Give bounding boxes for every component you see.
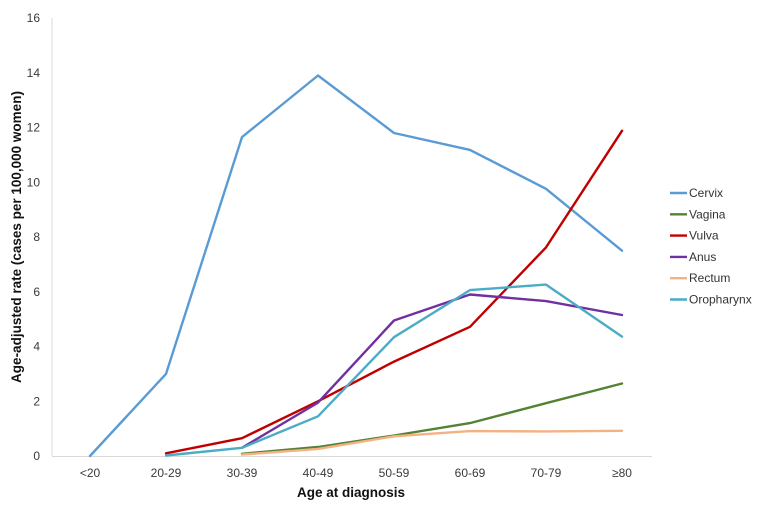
series-line-vagina <box>240 382 624 455</box>
y-tick-label: 10 <box>27 175 41 189</box>
legend-label: Rectum <box>689 271 730 285</box>
legend-item-rectum: Rectum <box>670 271 730 285</box>
legend-label: Oropharynx <box>689 293 752 307</box>
legend-label: Vagina <box>689 207 726 221</box>
x-tick-label: 60-69 <box>455 466 486 480</box>
y-tick-label: 14 <box>27 66 41 80</box>
y-axis-title: Age-adjusted rate (cases per 100,000 wom… <box>9 91 24 383</box>
series-line-oropharynx <box>164 283 624 457</box>
legend-label: Anus <box>689 250 716 264</box>
x-tick-label: ≥80 <box>612 466 632 480</box>
y-axis-ticks: 0 2 4 6 8 10 12 14 16 <box>27 11 41 463</box>
x-tick-label: 70-79 <box>531 466 562 480</box>
series-line-cervix <box>88 74 624 458</box>
series-line-rectum <box>240 429 624 456</box>
x-axis-title: Age at diagnosis <box>297 485 405 500</box>
series-line-vulva <box>164 129 624 455</box>
legend-item-cervix: Cervix <box>670 186 723 200</box>
chart-legend: Cervix Vagina Vulva Anus Rectum Oropharynx <box>670 186 752 307</box>
x-axis-ticks: <20 20-29 30-39 40-49 50-59 60-69 70-79 ≥80 <box>80 466 632 480</box>
legend-item-anus: Anus <box>670 250 716 264</box>
x-tick-label: <20 <box>80 466 101 480</box>
series-line-anus <box>240 293 624 449</box>
legend-label: Cervix <box>689 186 723 200</box>
x-tick-label: 20-29 <box>151 466 182 480</box>
y-tick-label: 8 <box>33 230 40 244</box>
y-tick-label: 6 <box>33 285 40 299</box>
x-tick-label: 40-49 <box>303 466 334 480</box>
x-tick-label: 50-59 <box>379 466 410 480</box>
legend-item-oropharynx: Oropharynx <box>670 293 752 307</box>
series-lines <box>88 74 624 458</box>
y-tick-label: 2 <box>33 394 40 408</box>
legend-label: Vulva <box>689 229 719 243</box>
y-tick-label: 0 <box>33 449 40 463</box>
y-tick-label: 4 <box>33 340 40 354</box>
y-tick-label: 16 <box>27 11 41 25</box>
x-tick-label: 30-39 <box>227 466 258 480</box>
legend-item-vulva: Vulva <box>670 229 719 243</box>
legend-item-vagina: Vagina <box>670 207 726 221</box>
y-tick-label: 12 <box>27 121 41 135</box>
